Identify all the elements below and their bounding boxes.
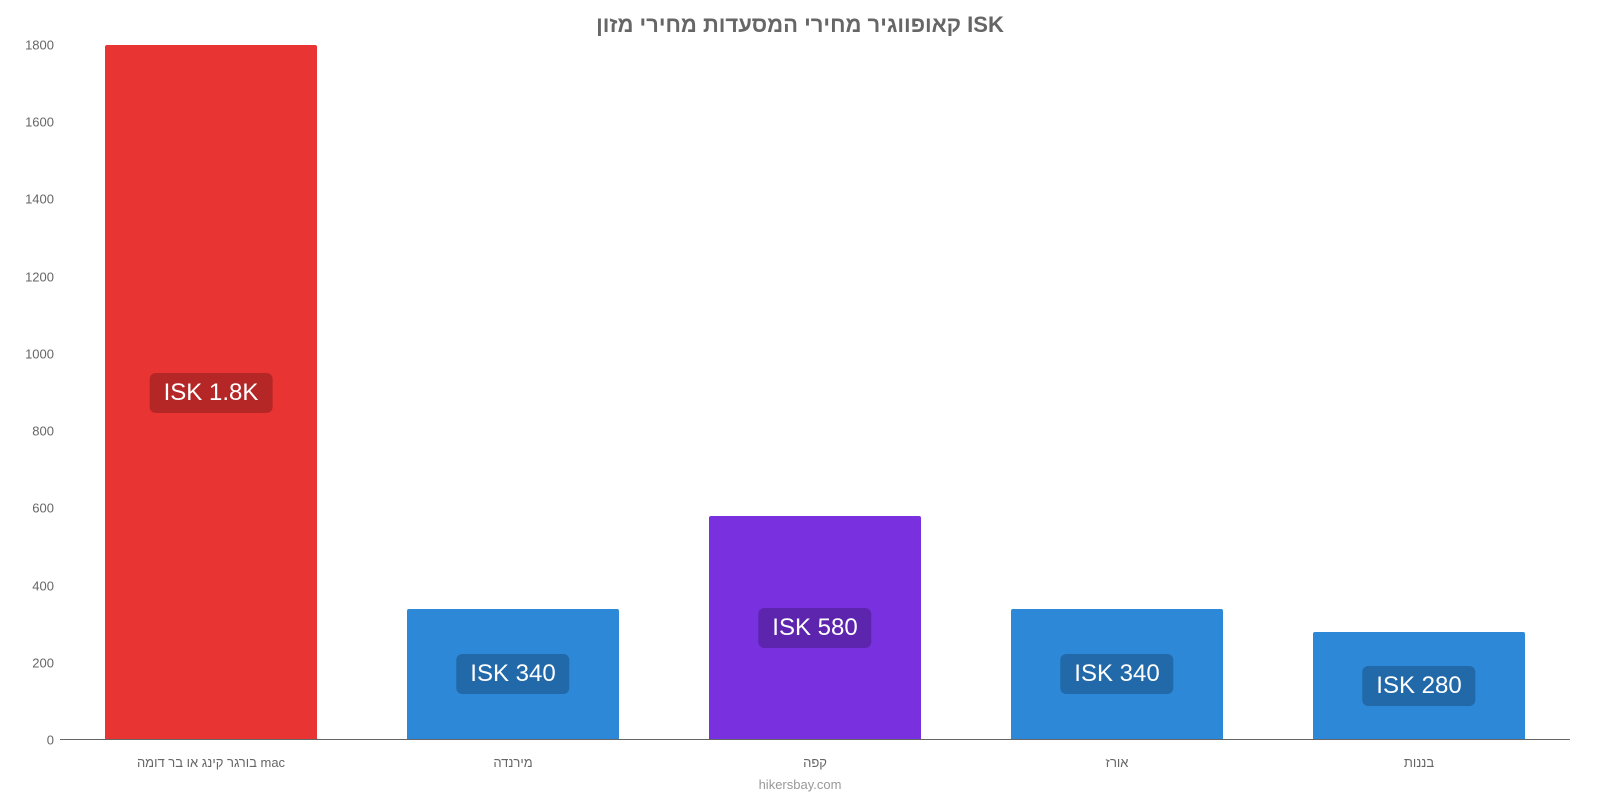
x-axis-label: בננות [1268,755,1570,770]
y-tick: 600 [2,501,54,516]
bar: ISK 340 [407,609,618,740]
x-axis-label: קפה [664,755,966,770]
y-tick: 1200 [2,269,54,284]
bar: ISK 580 [709,516,920,740]
chart-title: קאופווגיר מחירי המסעדות מחירי מזון ISK [0,12,1600,38]
x-axis-baseline [60,739,1570,740]
bar: ISK 1.8K [105,45,316,740]
x-axis-label: אורז [966,755,1268,770]
bar-slot: ISK 1.8K [60,45,362,740]
bar-value-label: ISK 580 [758,608,871,648]
bar-slot: ISK 340 [966,45,1268,740]
bar-value-label: ISK 1.8K [150,373,273,413]
x-axis-label: מירנדה [362,755,664,770]
x-axis-label: בורגר קינג או בר דומה mac [60,755,362,770]
y-tick: 200 [2,655,54,670]
y-tick: 1400 [2,192,54,207]
bar: ISK 340 [1011,609,1222,740]
chart-container: קאופווגיר מחירי המסעדות מחירי מזון ISK 0… [0,0,1600,800]
bar: ISK 280 [1313,632,1524,740]
y-tick: 1000 [2,346,54,361]
bar-slot: ISK 280 [1268,45,1570,740]
bar-value-label: ISK 340 [456,654,569,694]
bar-value-label: ISK 280 [1362,666,1475,706]
y-tick: 1800 [2,38,54,53]
attribution: hikersbay.com [0,777,1600,792]
y-tick: 400 [2,578,54,593]
bar-slot: ISK 340 [362,45,664,740]
y-tick: 0 [2,733,54,748]
y-tick: 800 [2,424,54,439]
bar-value-label: ISK 340 [1060,654,1173,694]
x-axis-labels: בורגר קינג או בר דומה macמירנדהקפהאורזבנ… [60,755,1570,770]
y-tick: 1600 [2,115,54,130]
y-axis: 020040060080010001200140016001800 [0,45,60,740]
bar-slot: ISK 580 [664,45,966,740]
bars-area: ISK 1.8K ISK 340 ISK 580 ISK 340 ISK 280 [60,45,1570,740]
